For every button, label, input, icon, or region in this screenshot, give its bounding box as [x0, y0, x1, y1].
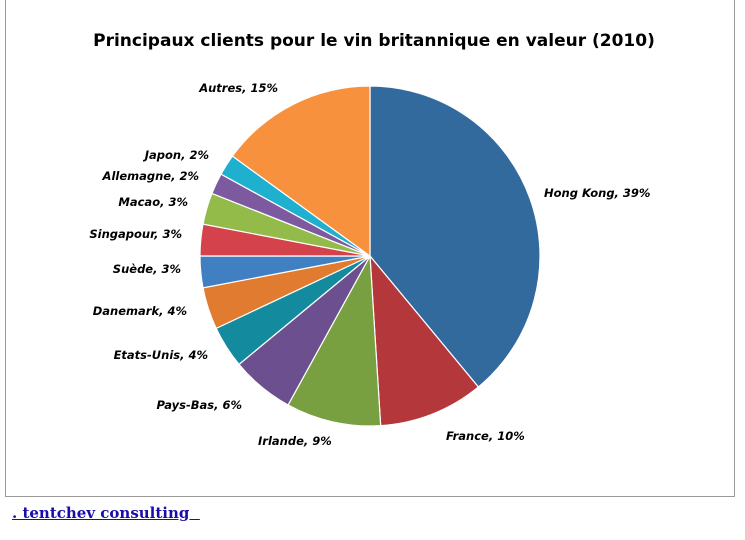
- slice-label: Hong Kong, 39%: [544, 186, 650, 200]
- slice-label: Danemark, 4%: [93, 304, 187, 318]
- pie-slices: [199, 85, 541, 427]
- slice-label: Macao, 3%: [118, 195, 188, 209]
- slice-label: Japon, 2%: [143, 148, 209, 162]
- pie-slice: [231, 85, 371, 258]
- slice-label: Autres, 15%: [198, 81, 278, 95]
- chart-title: Principaux clients pour le vin britanniq…: [93, 31, 655, 51]
- pie-slice: [369, 254, 480, 427]
- slice-label: Pays-Bas, 6%: [157, 398, 242, 412]
- slice-label: Suède, 3%: [113, 262, 181, 276]
- chart-frame: Principaux clients pour le vin britanniq…: [5, 0, 735, 497]
- pie-slice: [369, 85, 541, 388]
- pie-labels: Hong Kong, 39% France, 10% Irlande, 9% Pays…: [89, 81, 650, 448]
- pie-chart: Principaux clients pour le vin britanniq…: [89, 31, 655, 448]
- slice-label: Etats-Unis, 4%: [114, 348, 208, 362]
- footer-link[interactable]: . tentchev consulting: [12, 504, 200, 522]
- slice-label: Irlande, 9%: [258, 434, 332, 448]
- slice-label: France, 10%: [446, 429, 525, 443]
- pie-slice: [287, 253, 382, 427]
- slice-label: Allemagne, 2%: [102, 169, 199, 183]
- slice-label: Singapour, 3%: [89, 227, 182, 241]
